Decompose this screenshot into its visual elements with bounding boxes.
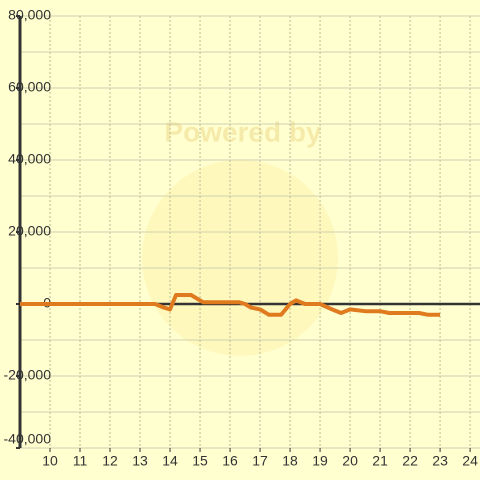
x-tick-label: 19 <box>312 453 328 469</box>
y-tick-label: 40,000 <box>8 151 51 167</box>
y-tick-label: 60,000 <box>8 79 51 95</box>
y-tick-label: 80,000 <box>8 7 51 23</box>
x-tick-label: 23 <box>432 453 448 469</box>
x-tick-label: 12 <box>102 453 118 469</box>
x-tick-label: 15 <box>192 453 208 469</box>
y-tick-label: 20,000 <box>8 223 51 239</box>
x-tick-label: 20 <box>342 453 358 469</box>
x-tick-label: 13 <box>132 453 148 469</box>
watermark-logo <box>142 160 338 356</box>
x-tick-label: 21 <box>372 453 388 469</box>
x-tick-label: 22 <box>402 453 418 469</box>
y-tick-label: -40,000 <box>4 431 52 447</box>
x-tick-label: 10 <box>42 453 58 469</box>
y-tick-label: -20,000 <box>4 367 52 383</box>
x-tick-label: 24 <box>462 453 478 469</box>
x-tick-label: 18 <box>282 453 298 469</box>
x-tick-label: 16 <box>222 453 238 469</box>
x-tick-label: 14 <box>162 453 178 469</box>
watermark: Powered by <box>164 116 322 147</box>
x-tick-label: 11 <box>73 453 88 469</box>
line <box>20 293 441 317</box>
x-tick-label: 17 <box>252 453 268 469</box>
